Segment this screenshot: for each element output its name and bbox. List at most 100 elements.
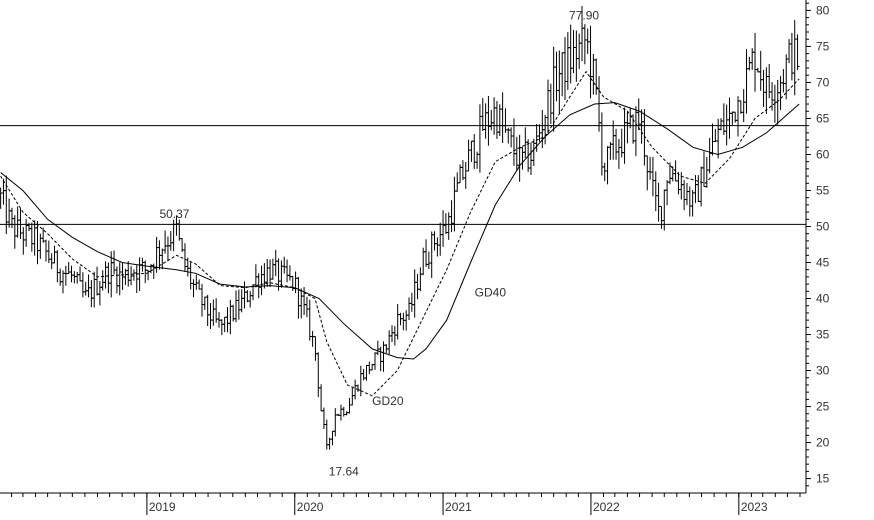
ohlc-bar [650, 156, 655, 197]
ohlc-bar [548, 83, 553, 125]
ohlc-bar [202, 296, 207, 310]
ohlc-bar [424, 239, 429, 267]
ohlc-bar [387, 330, 392, 355]
ohlc-bar [12, 215, 17, 249]
ohlc-bar [270, 258, 275, 280]
ohlc-bar [631, 114, 636, 144]
ohlc-bar [565, 32, 570, 90]
ohlc-bar [15, 206, 20, 238]
ohlc-bar [730, 111, 735, 125]
ohlc-bar [143, 260, 148, 284]
ohlc-bar [160, 248, 165, 270]
ohlc-bar [248, 291, 253, 308]
ohlc-bar [435, 237, 440, 257]
ohlc-bar [378, 346, 383, 372]
ohlc-bar [199, 283, 204, 317]
ohlc-bar [242, 281, 247, 309]
y-tick-label: 65 [816, 111, 830, 125]
ohlc-bar [645, 155, 650, 191]
y-tick-label: 35 [816, 328, 830, 342]
y-tick-label: 45 [816, 256, 830, 270]
ohlc-bar [750, 48, 755, 70]
annotation-label: 17.64 [329, 465, 359, 479]
ohlc-bar [568, 24, 573, 84]
ohlc-bar [29, 222, 34, 252]
ohlc-bar [460, 160, 465, 180]
ohlc-bar [80, 272, 85, 298]
ohlc-bar [361, 368, 366, 381]
ohlc-bar [676, 172, 681, 195]
annotation-label: 50.37 [159, 207, 189, 221]
ohlc-bar [114, 266, 119, 294]
ohlc-bar [58, 268, 63, 286]
ohlc-bar [120, 262, 125, 290]
ohlc-bar [205, 294, 210, 327]
ohlc-bar [409, 292, 414, 312]
y-tick-label: 25 [816, 400, 830, 414]
ohlc-bar [222, 316, 227, 333]
ohlc-bar [582, 24, 587, 65]
ohlc-bar [208, 303, 213, 329]
ohlc-bar [492, 97, 497, 135]
ohlc-bar [392, 326, 397, 346]
ohlc-bar [97, 280, 102, 306]
ohlc-bar [55, 250, 60, 283]
ohlc-bar [560, 52, 565, 97]
ohlc-bar [69, 265, 74, 283]
ohlc-bar [622, 107, 627, 164]
ohlc-bar [718, 118, 723, 131]
ohlc-bar [299, 288, 304, 319]
ohlc-bar [472, 134, 477, 169]
ohlc-bar [194, 274, 199, 290]
ohlc-bar [639, 109, 644, 144]
ohlc-bar [112, 250, 117, 275]
ohlc-bar [747, 56, 752, 71]
ohlc-bar [721, 103, 726, 135]
ohlc-bar [83, 281, 88, 296]
ohlc-bar [330, 430, 335, 446]
x-tick-label: 2021 [445, 500, 472, 514]
ohlc-bar [494, 101, 499, 139]
ohlc-bar [89, 280, 94, 308]
y-tick-label: 80 [816, 3, 830, 17]
ohlc-bar [690, 190, 695, 217]
y-tick-label: 50 [816, 219, 830, 233]
ohlc-bar [296, 276, 301, 319]
ohlc-bar [407, 297, 412, 321]
ohlc-bar [477, 104, 482, 173]
ohlc-bar [52, 245, 57, 264]
ohlc-bar [736, 96, 741, 137]
ohlc-bar [441, 210, 446, 247]
ohlc-bar [625, 111, 630, 144]
ohlc-bar [35, 221, 40, 265]
ohlc-bar [273, 249, 278, 277]
ohlc-bar [191, 279, 196, 298]
ohlc-bar [228, 299, 233, 335]
ohlc-bar [211, 299, 216, 326]
ohlc-bar [401, 312, 406, 331]
y-tick-label: 70 [816, 75, 830, 89]
ohlc-bar [182, 243, 187, 272]
ohlc-bar [347, 397, 352, 414]
ohlc-bar [659, 205, 664, 229]
ohlc-bar [72, 271, 77, 284]
ma-label: GD20 [372, 394, 404, 408]
ohlc-bar [307, 299, 312, 341]
ohlc-bar [404, 310, 409, 331]
ohlc-bar [653, 171, 658, 212]
y-tick-label: 15 [816, 472, 830, 486]
ohlc-bar [699, 166, 704, 207]
ohlc-bar [520, 147, 525, 170]
ohlc-bar [758, 50, 763, 91]
axes: 15 20 25 30 35 40 45 50 55 60 65 70 75 80 2019 2020 2021… [0, 0, 830, 515]
ohlc-bar [253, 264, 258, 288]
ohlc-bar [100, 270, 105, 291]
ohlc-bar [594, 58, 599, 95]
ohlc-bar [319, 384, 324, 412]
ohlc-bar [219, 319, 224, 336]
ohlc-bar [716, 118, 721, 159]
ohlc-bar [463, 162, 468, 189]
ohlc-bar [7, 198, 12, 228]
